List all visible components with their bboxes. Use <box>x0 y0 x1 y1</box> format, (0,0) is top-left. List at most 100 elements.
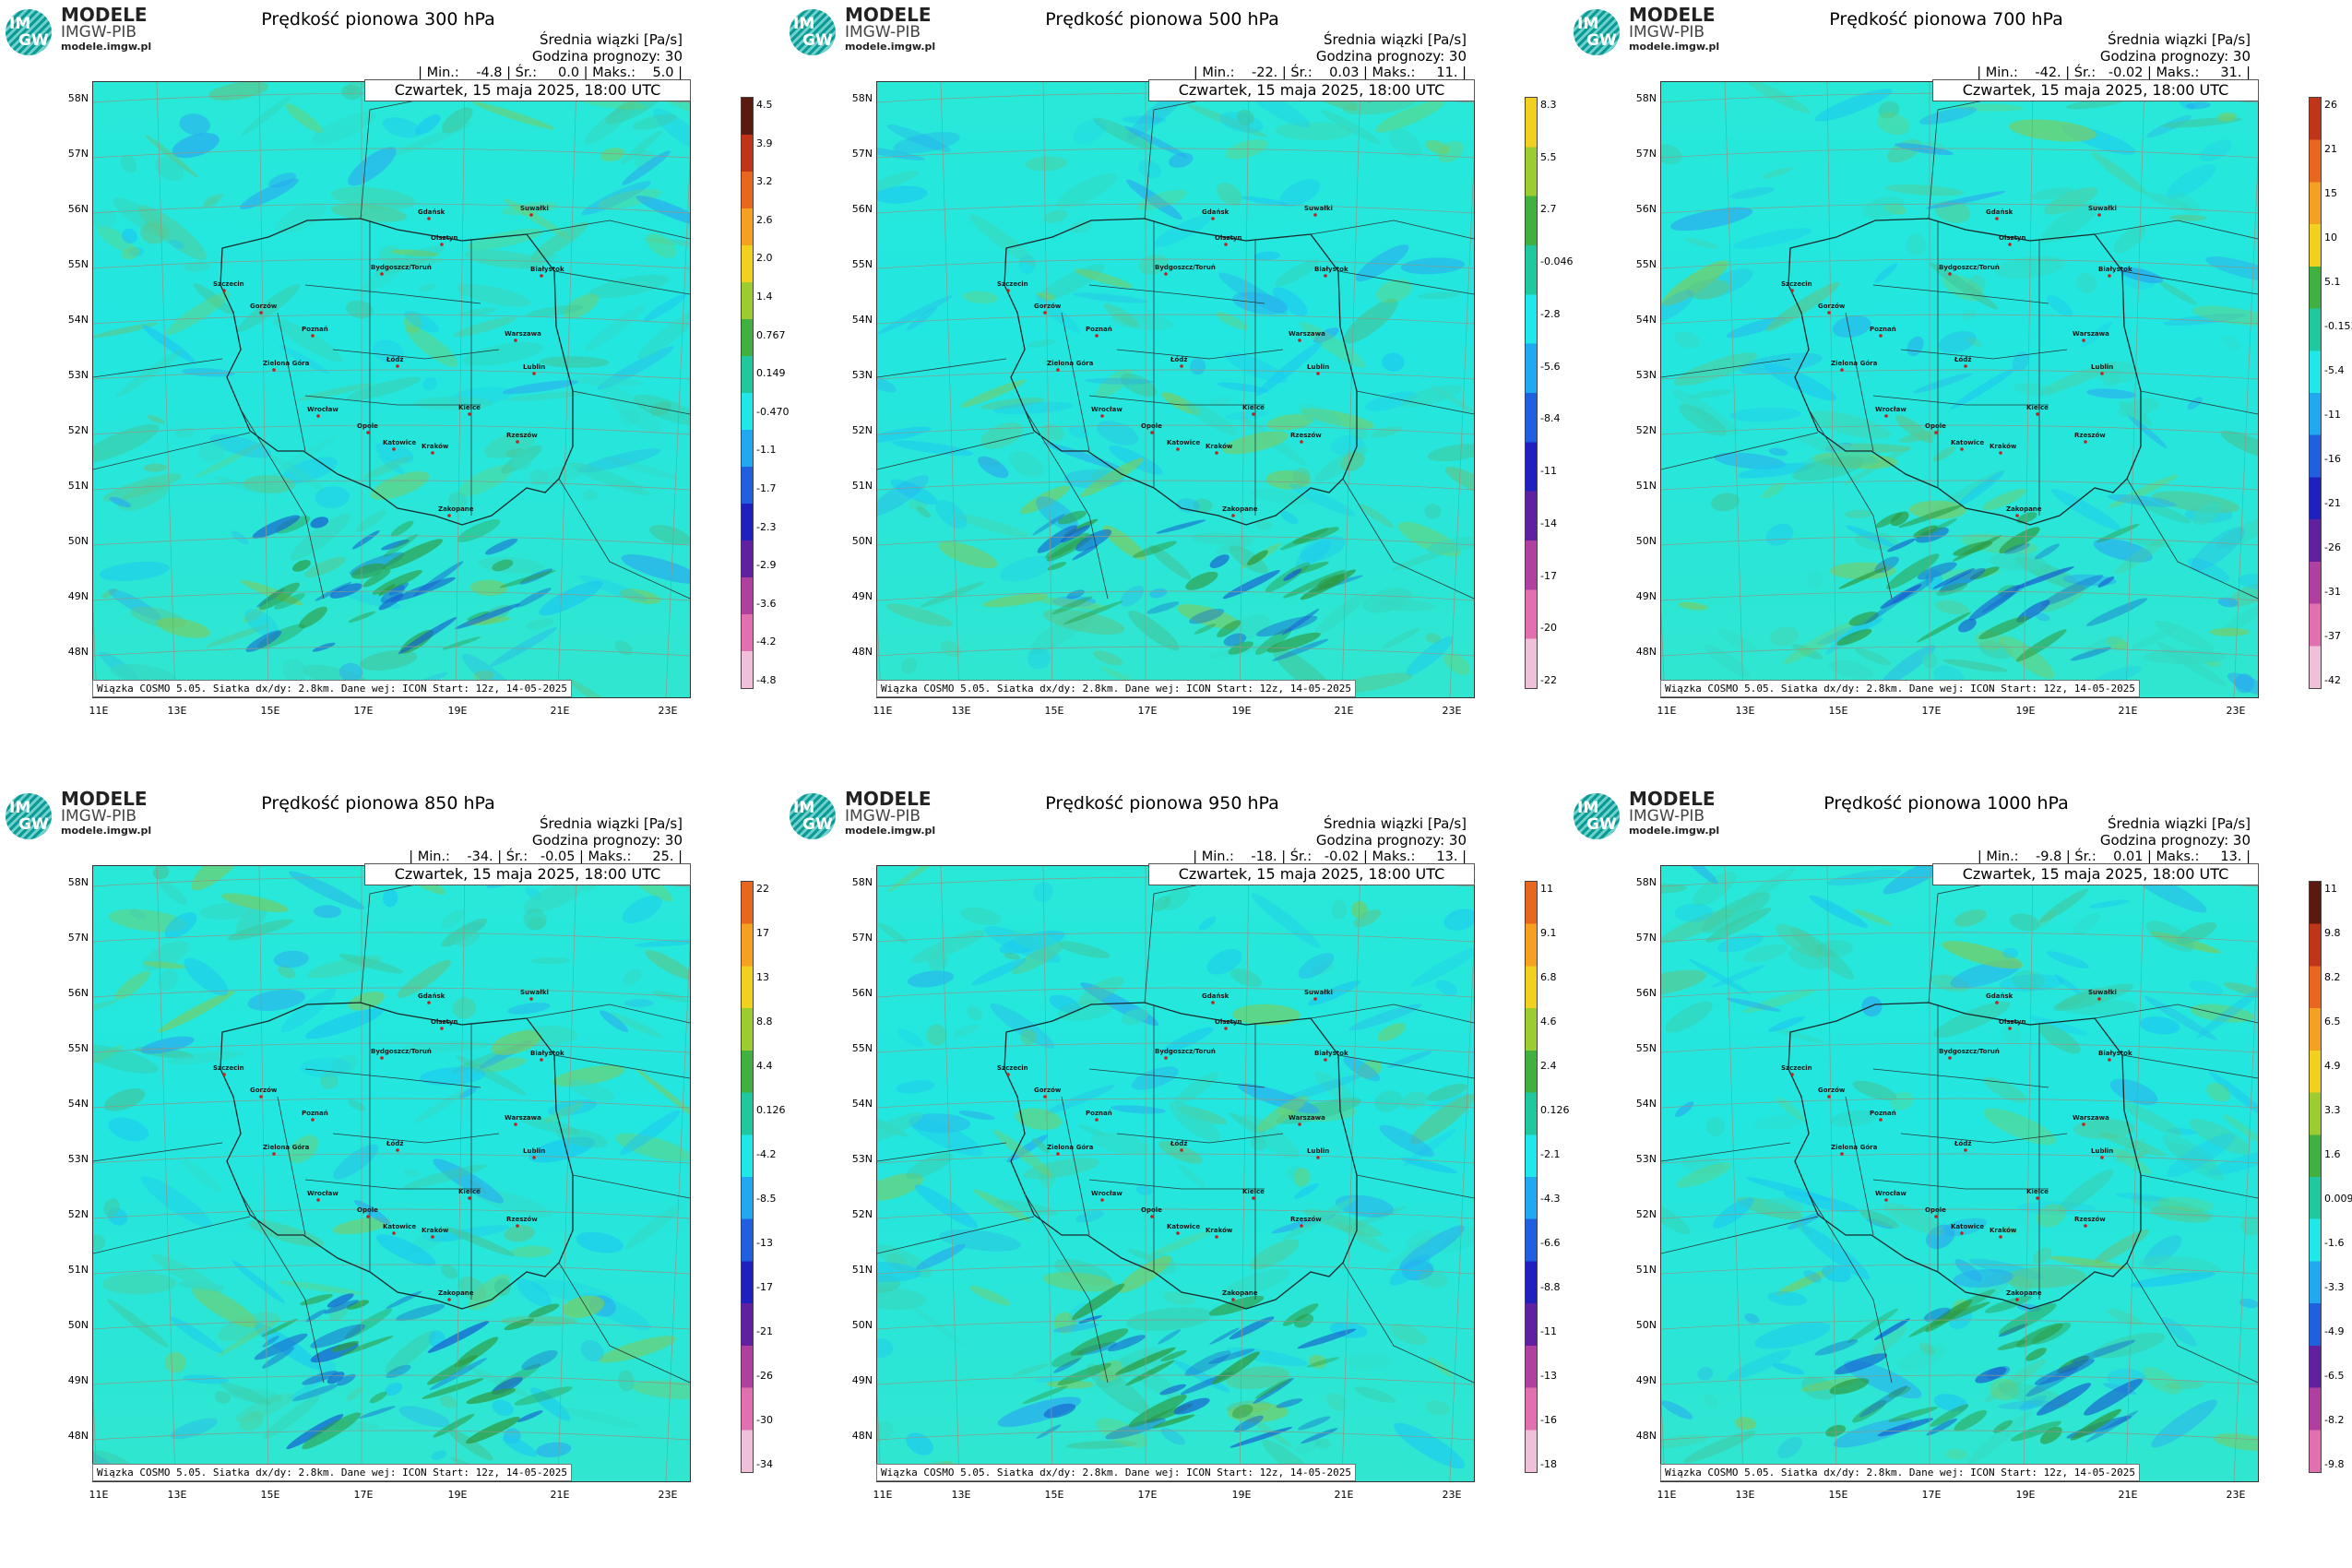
imgw-logo[interactable]: IM GW MODELE IMGW-PIB modele.imgw.pl <box>6 790 151 839</box>
field-blob <box>645 950 690 980</box>
map-area[interactable]: Gdańsk Olsztyn Suwałki Szczecin Bydgoszcz/To… <box>876 865 1475 1482</box>
field-blob <box>504 1318 535 1331</box>
field-blob <box>580 1339 604 1362</box>
map-area[interactable]: Gdańsk Olsztyn Suwałki Szczecin Bydgoszcz/To… <box>92 81 691 698</box>
field-blob <box>1999 974 2064 992</box>
field-blob <box>1105 1418 1166 1440</box>
field-blob <box>1962 309 1978 321</box>
map-area[interactable]: Gdańsk Olsztyn Suwałki Szczecin Bydgoszcz/To… <box>1660 81 2259 698</box>
imgw-logo[interactable]: IM GW MODELE IMGW-PIB modele.imgw.pl <box>1574 790 1719 839</box>
city-label: Bydgoszcz/Toruń <box>1939 1048 2000 1055</box>
field-blob <box>1895 143 1954 156</box>
valid-date-box: Czwartek, 15 maja 2025, 18:00 UTC <box>1148 79 1475 101</box>
field-blob <box>2156 642 2226 686</box>
field-blob <box>1661 884 1687 894</box>
colorbar-tick-label: 0.126 <box>1540 1104 1570 1116</box>
field-blob <box>1803 1270 1822 1283</box>
graticule-line <box>1449 157 1474 697</box>
field-blob <box>1933 1001 2011 1039</box>
field-blob <box>1185 571 1218 590</box>
field-blob <box>2191 527 2245 572</box>
field-blob <box>1389 1324 1428 1346</box>
panel-title: Prędkość pionowa 1000 hPa <box>1823 793 2069 814</box>
field-blob <box>1776 1097 1805 1122</box>
field-blob <box>1705 908 1772 943</box>
admin-border <box>2126 478 2258 600</box>
admin-border <box>1661 432 1819 470</box>
field-blob <box>1985 1359 2046 1403</box>
field-blob <box>1765 523 1794 546</box>
field-blob <box>1983 1076 2027 1103</box>
field-blob <box>2217 112 2237 122</box>
imgw-logo[interactable]: IM GW MODELE IMGW-PIB modele.imgw.pl <box>1574 6 1719 55</box>
city-dot <box>532 1156 536 1159</box>
city-label: Poznań <box>302 1110 328 1117</box>
field-blob <box>2131 1271 2215 1288</box>
field-blob <box>1932 568 1976 589</box>
colorbar-tick-label: 9.8 <box>2324 927 2341 939</box>
field-blob <box>2025 1366 2079 1397</box>
field-blob <box>458 1087 478 1099</box>
field-blob <box>1684 237 1718 249</box>
colorbar-tick-label: -17 <box>1540 569 1557 582</box>
field-blob <box>2057 1169 2114 1213</box>
city-dot <box>431 451 434 455</box>
field-blob <box>147 414 165 424</box>
city-label: Łódź <box>386 356 403 363</box>
city-label: Bydgoszcz/Toruń <box>1939 264 2000 271</box>
city-dot <box>1964 364 1967 368</box>
field-blob <box>1737 462 1815 479</box>
field-blob <box>192 1286 257 1328</box>
field-blob <box>597 346 674 390</box>
field-blob <box>1184 1350 1231 1377</box>
city-dot <box>1100 414 1104 418</box>
field-blob <box>1353 909 1382 928</box>
field-blob <box>1313 327 1339 343</box>
field-blob <box>1908 500 1966 519</box>
lat-tick-label: 48N <box>851 1430 873 1442</box>
imgw-logo[interactable]: IM GW MODELE IMGW-PIB modele.imgw.pl <box>6 6 151 55</box>
field-blob <box>2073 912 2100 936</box>
map-area[interactable]: Gdańsk Olsztyn Suwałki Szczecin Bydgoszcz/To… <box>1660 865 2259 1482</box>
field-blob <box>1154 215 1211 247</box>
admin-border <box>877 1216 1035 1254</box>
imgw-logo[interactable]: IM GW MODELE IMGW-PIB modele.imgw.pl <box>790 6 935 55</box>
logo-line1: MODELE <box>1629 788 1716 810</box>
lat-tick-label: 55N <box>851 258 873 270</box>
field-blob <box>510 431 536 453</box>
field-blob <box>1426 536 1474 553</box>
colorbar <box>1525 97 1538 689</box>
imgw-logo[interactable]: IM GW MODELE IMGW-PIB modele.imgw.pl <box>790 790 935 839</box>
field-blob <box>1255 520 1273 530</box>
city-dot <box>1964 1148 1967 1152</box>
field-blob <box>382 117 422 138</box>
graticule-line <box>665 157 690 697</box>
field-blob <box>1255 341 1324 396</box>
city-dot <box>440 1027 444 1030</box>
field-blob <box>1251 893 1321 948</box>
field-blob <box>1031 1137 1050 1154</box>
lat-tick-label: 56N <box>67 987 89 999</box>
field-blob <box>484 538 518 555</box>
forecast-hour-label: Godzina prognozy: 30 <box>1315 832 1467 849</box>
admin-border <box>1845 1096 1874 1236</box>
field-blob <box>637 308 690 360</box>
graticule-line <box>156 866 176 1481</box>
city-label: Gdańsk <box>1986 208 2013 216</box>
lat-tick-label: 48N <box>1635 646 1657 658</box>
field-blob <box>598 188 661 209</box>
city-label: Lublin <box>1307 363 1329 371</box>
field-blob <box>585 304 646 351</box>
city-label: Suwałki <box>520 205 549 212</box>
map-area[interactable]: Gdańsk Olsztyn Suwałki Szczecin Bydgoszcz/To… <box>92 865 691 1482</box>
map-area[interactable]: Gdańsk Olsztyn Suwałki Szczecin Bydgoszcz/To… <box>876 81 1475 698</box>
city-dot <box>316 1198 320 1202</box>
field-blob <box>1297 1416 1331 1431</box>
graticule-line <box>940 866 960 1481</box>
field-blob <box>562 1295 605 1318</box>
field-blob <box>1049 994 1081 1014</box>
field-blob <box>1827 869 1902 886</box>
admin-border <box>93 358 223 378</box>
logo-line3: modele.imgw.pl <box>61 40 152 53</box>
field-blob <box>2156 1196 2215 1212</box>
